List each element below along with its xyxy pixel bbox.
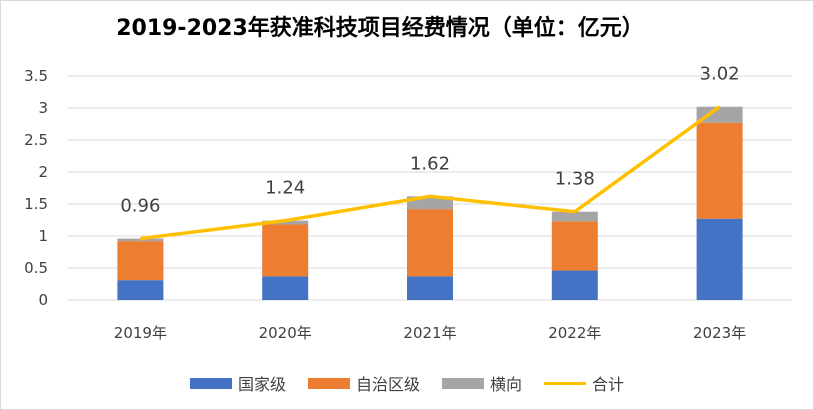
y-tick-label: 2.5 bbox=[24, 131, 48, 149]
y-tick-label: 0.5 bbox=[24, 259, 48, 277]
y-tick-label: 3 bbox=[38, 99, 48, 117]
legend-item-national: 国家级 bbox=[189, 371, 286, 395]
bar-segment bbox=[551, 270, 598, 300]
bar-segment bbox=[696, 106, 743, 123]
legend-label-total: 合计 bbox=[592, 375, 625, 394]
bar-segment bbox=[262, 224, 309, 277]
bar-segment bbox=[551, 221, 598, 271]
bar-segment bbox=[551, 211, 598, 222]
bar-segment bbox=[262, 276, 309, 300]
bar-segment bbox=[407, 209, 453, 277]
total-line bbox=[140, 105, 721, 241]
bar-segment bbox=[117, 241, 164, 281]
x-tick-label: 2022年 bbox=[548, 324, 601, 342]
legend-label-national: 国家级 bbox=[237, 375, 286, 394]
legend-swatch-horizontal bbox=[442, 377, 484, 389]
data-label: 1.62 bbox=[410, 153, 450, 174]
data-label: 1.38 bbox=[555, 169, 595, 190]
x-tick-label: 2020年 bbox=[259, 324, 312, 342]
bar-segment bbox=[696, 218, 743, 300]
x-tick-label: 2023年 bbox=[693, 324, 746, 342]
x-tick-label: 2021年 bbox=[403, 324, 456, 342]
chart-svg: 0 0.5 1 1.5 2 2.5 3 3.5 2019年 2020年 2021年 2022年 2023… bbox=[24, 64, 792, 342]
legend-item-autonomous: 自治区级 bbox=[307, 371, 420, 395]
y-tick-label: 1.5 bbox=[24, 195, 48, 213]
chart-title: 2019-2023年获准科技项目经费情况（单位：亿元） bbox=[116, 16, 644, 41]
bar-segment bbox=[262, 220, 309, 225]
data-label: 3.02 bbox=[700, 64, 740, 85]
bar-segment bbox=[696, 122, 743, 219]
legend-item-horizontal: 横向 bbox=[442, 371, 522, 395]
data-label: 0.96 bbox=[120, 196, 160, 217]
y-tick-label: 3.5 bbox=[24, 67, 48, 85]
bar-segment bbox=[117, 238, 164, 242]
legend-swatch-national bbox=[189, 377, 232, 389]
x-tick-label: 2019年 bbox=[114, 324, 167, 342]
bar-segment bbox=[117, 280, 164, 300]
legend-swatch-autonomous bbox=[307, 377, 350, 389]
y-tick-label: 0 bbox=[38, 291, 48, 309]
y-tick-label: 2 bbox=[38, 163, 48, 181]
legend: 国家级 自治区级 横向 合计 bbox=[0, 371, 814, 395]
data-label: 1.24 bbox=[265, 178, 305, 199]
y-tick-label: 1 bbox=[38, 227, 48, 245]
legend-item-total: 合计 bbox=[544, 371, 624, 395]
legend-swatch-total bbox=[544, 381, 587, 385]
legend-label-autonomous: 自治区级 bbox=[355, 375, 420, 394]
legend-label-horizontal: 横向 bbox=[490, 375, 523, 394]
bar-segment bbox=[407, 276, 453, 300]
